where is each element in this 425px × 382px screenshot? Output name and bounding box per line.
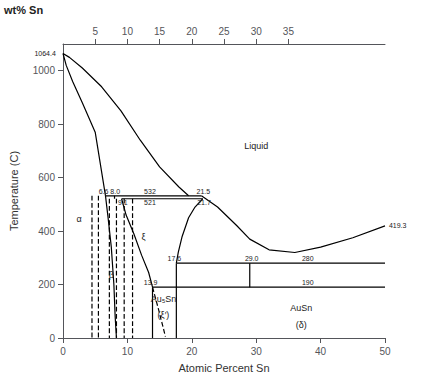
svg-text:21.5: 21.5 xyxy=(197,188,211,195)
svg-text:15: 15 xyxy=(154,26,166,37)
svg-text:30: 30 xyxy=(251,26,263,37)
svg-text:21.7: 21.7 xyxy=(197,199,211,206)
svg-text:(ξ′): (ξ′) xyxy=(158,310,170,320)
svg-text:20: 20 xyxy=(186,26,198,37)
svg-text:8.0: 8.0 xyxy=(110,188,120,195)
svg-text:50: 50 xyxy=(379,346,391,357)
svg-text:40: 40 xyxy=(315,346,327,357)
svg-text:ξ: ξ xyxy=(141,232,145,242)
svg-text:Liquid: Liquid xyxy=(244,141,268,151)
svg-text:521: 521 xyxy=(144,199,156,206)
svg-text:Atomic Percent Sn: Atomic Percent Sn xyxy=(178,362,269,374)
svg-text:600: 600 xyxy=(38,172,55,183)
svg-text:0: 0 xyxy=(49,333,55,344)
svg-text:AuSn: AuSn xyxy=(290,303,312,313)
svg-text:190: 190 xyxy=(302,279,314,286)
svg-text:29.0: 29.0 xyxy=(245,255,259,262)
svg-text:419.3: 419.3 xyxy=(389,222,407,229)
svg-text:10: 10 xyxy=(122,346,134,357)
svg-text:1000: 1000 xyxy=(33,65,56,76)
svg-text:1064.4: 1064.4 xyxy=(34,50,56,57)
svg-text:Temperature (C): Temperature (C) xyxy=(8,151,20,231)
svg-text:wt% Sn: wt% Sn xyxy=(3,4,43,16)
svg-text:13.9: 13.9 xyxy=(144,279,158,286)
svg-text:200: 200 xyxy=(38,279,55,290)
svg-text:β: β xyxy=(109,270,114,280)
svg-text:400: 400 xyxy=(38,226,55,237)
svg-text:6.6: 6.6 xyxy=(99,188,109,195)
svg-text:10: 10 xyxy=(122,26,134,37)
svg-text:532: 532 xyxy=(144,188,156,195)
svg-text:0: 0 xyxy=(60,346,66,357)
svg-text:20: 20 xyxy=(186,346,198,357)
svg-text:α: α xyxy=(76,214,81,224)
svg-text:9.1: 9.1 xyxy=(118,199,128,206)
svg-text:30: 30 xyxy=(251,346,263,357)
svg-text:Au₅Sn: Au₅Sn xyxy=(151,294,177,304)
svg-text:17.6: 17.6 xyxy=(168,255,182,262)
svg-text:280: 280 xyxy=(302,255,314,262)
svg-text:(δ): (δ) xyxy=(296,320,307,330)
svg-text:5: 5 xyxy=(92,26,98,37)
svg-text:25: 25 xyxy=(218,26,230,37)
svg-text:800: 800 xyxy=(38,119,55,130)
svg-text:35: 35 xyxy=(283,26,295,37)
